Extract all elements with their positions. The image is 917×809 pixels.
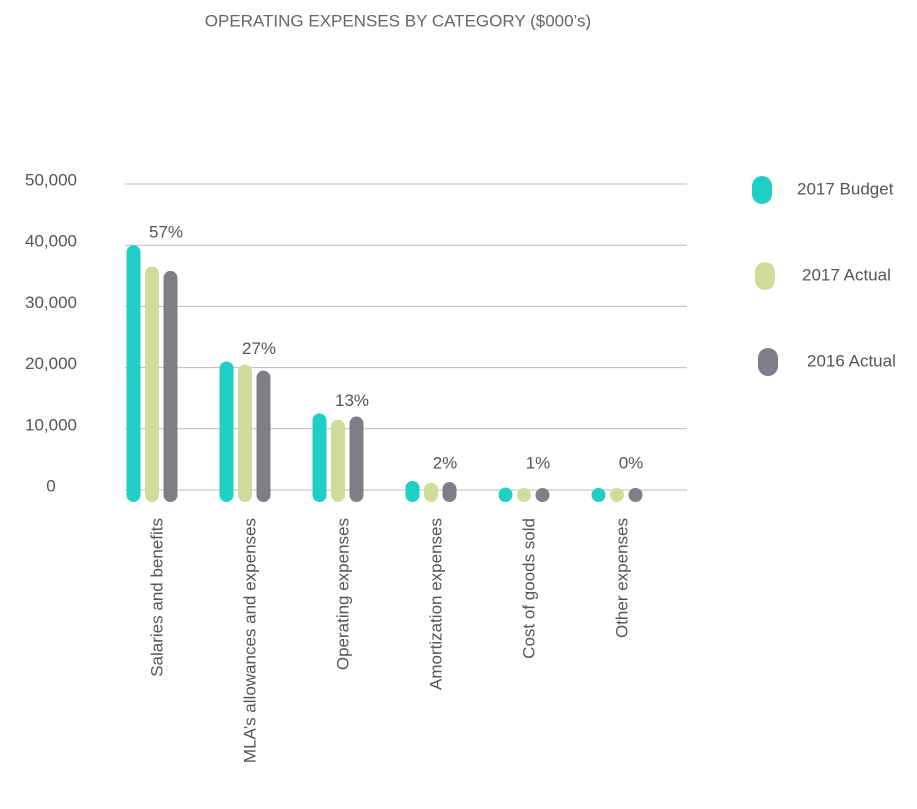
category-label: 2% — [433, 453, 458, 472]
x-tick-label: Salaries and benefits — [147, 518, 166, 677]
y-tick-label: 10,000 — [25, 415, 77, 434]
y-tick-label: 20,000 — [25, 354, 77, 373]
legend-swatch — [755, 262, 775, 290]
category-label: 13% — [335, 391, 369, 410]
y-tick-label: 40,000 — [25, 232, 77, 251]
legend-swatch — [758, 348, 778, 376]
category-label: 0% — [619, 453, 644, 472]
category-label: 57% — [149, 223, 183, 242]
chart-title: OPERATING EXPENSES BY CATEGORY ($000’s) — [205, 11, 591, 30]
x-tick-label: Amortization expenses — [426, 518, 445, 690]
legend-swatch — [752, 176, 772, 204]
x-tick-label: Cost of goods sold — [519, 518, 538, 659]
x-tick-label: Operating expenses — [333, 518, 352, 670]
category-label: 27% — [242, 339, 276, 358]
x-tick-label: MLA’s allowances and expenses — [240, 518, 259, 763]
y-tick-label: 0 — [46, 476, 55, 495]
category-label: 1% — [526, 453, 551, 472]
legend-label: 2017 Actual — [802, 265, 891, 284]
y-tick-label: 30,000 — [25, 293, 77, 312]
y-tick-label: 50,000 — [25, 170, 77, 189]
legend-label: 2017 Budget — [797, 179, 894, 198]
legend-label: 2016 Actual — [807, 351, 896, 370]
x-tick-label: Other expenses — [612, 518, 631, 638]
